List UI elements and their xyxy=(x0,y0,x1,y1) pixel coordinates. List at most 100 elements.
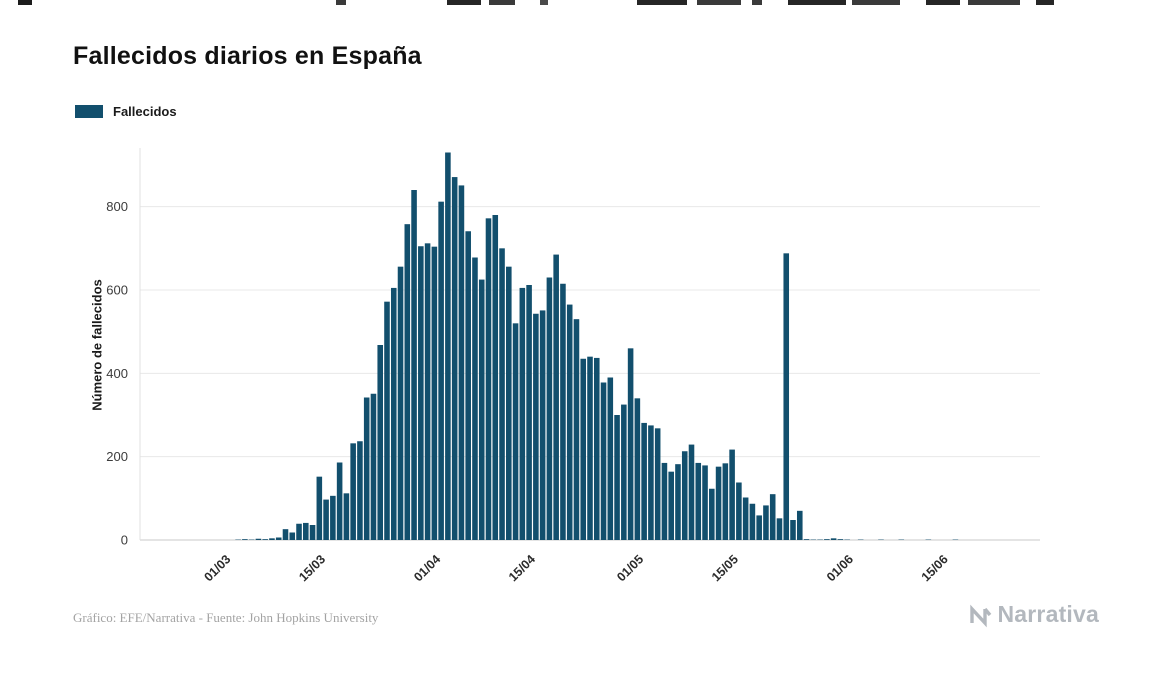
bar[interactable] xyxy=(492,215,499,540)
bar[interactable] xyxy=(390,287,397,540)
chart-title: Fallecidos diarios en España xyxy=(73,42,422,70)
bar[interactable] xyxy=(837,539,844,540)
bar[interactable] xyxy=(445,152,451,541)
bar[interactable] xyxy=(262,539,268,540)
artifact-mark xyxy=(697,0,741,5)
bar[interactable] xyxy=(681,451,688,540)
artifact-mark xyxy=(18,0,32,5)
bar[interactable] xyxy=(675,464,681,540)
bar[interactable] xyxy=(796,510,803,540)
bar[interactable] xyxy=(242,539,248,540)
bar[interactable] xyxy=(533,313,539,540)
bar[interactable] xyxy=(478,279,485,540)
bar[interactable] xyxy=(566,304,573,540)
bar[interactable] xyxy=(830,538,837,540)
bar[interactable] xyxy=(736,482,742,541)
bar[interactable] xyxy=(357,441,363,540)
bar[interactable] xyxy=(330,495,336,540)
bar[interactable] xyxy=(384,301,390,540)
bar[interactable] xyxy=(756,515,762,540)
bar[interactable] xyxy=(323,499,329,540)
bar[interactable] xyxy=(742,497,749,541)
bar[interactable] xyxy=(824,539,830,540)
bar[interactable] xyxy=(458,185,465,541)
bar[interactable] xyxy=(343,493,350,540)
bar[interactable] xyxy=(634,398,641,540)
bar[interactable] xyxy=(512,323,519,540)
x-tick-label: 15/05 xyxy=(709,552,741,584)
bar[interactable] xyxy=(641,422,647,540)
bar[interactable] xyxy=(573,319,580,540)
bar[interactable] xyxy=(316,476,323,540)
bar[interactable] xyxy=(702,465,708,540)
x-tick-label: 15/04 xyxy=(506,552,538,584)
bar[interactable] xyxy=(648,425,654,540)
bar[interactable] xyxy=(539,310,546,540)
bar[interactable] xyxy=(506,266,512,540)
bar[interactable] xyxy=(526,285,532,540)
bar[interactable] xyxy=(309,525,316,540)
bar[interactable] xyxy=(715,466,722,540)
bar[interactable] xyxy=(255,538,262,540)
bar[interactable] xyxy=(790,520,796,540)
bar[interactable] xyxy=(336,462,343,541)
bar[interactable] xyxy=(282,529,289,540)
bar[interactable] xyxy=(593,357,600,540)
bar[interactable] xyxy=(614,415,620,540)
bar[interactable] xyxy=(661,462,668,540)
bar[interactable] xyxy=(587,356,593,540)
bar[interactable] xyxy=(769,494,776,540)
bar[interactable] xyxy=(363,397,370,541)
bar[interactable] xyxy=(553,254,559,540)
artifact-mark xyxy=(637,0,687,5)
bar[interactable] xyxy=(451,177,458,540)
bar[interactable] xyxy=(370,393,377,540)
artifact-mark xyxy=(336,0,346,5)
bar[interactable] xyxy=(621,404,627,540)
bar[interactable] xyxy=(695,462,702,540)
bar[interactable] xyxy=(654,428,661,540)
bar[interactable] xyxy=(465,231,471,540)
bar[interactable] xyxy=(275,537,282,541)
bar[interactable] xyxy=(438,201,444,541)
bar[interactable] xyxy=(580,358,587,540)
bar[interactable] xyxy=(350,443,356,540)
bar[interactable] xyxy=(668,471,674,540)
bar[interactable] xyxy=(418,246,424,540)
bar[interactable] xyxy=(763,505,769,540)
bar[interactable] xyxy=(289,532,296,541)
bar[interactable] xyxy=(607,377,614,541)
legend-swatch xyxy=(75,105,103,118)
bar[interactable] xyxy=(627,348,634,540)
bar[interactable] xyxy=(519,287,526,540)
x-tick-label: 01/03 xyxy=(201,552,233,584)
bar[interactable] xyxy=(803,539,810,540)
bar[interactable] xyxy=(269,538,275,540)
bar[interactable] xyxy=(722,463,729,540)
bar[interactable] xyxy=(296,523,302,540)
bar[interactable] xyxy=(397,266,404,540)
bar[interactable] xyxy=(776,518,783,540)
bar[interactable] xyxy=(749,503,756,540)
x-tick-label: 01/04 xyxy=(411,552,443,584)
bar[interactable] xyxy=(560,283,566,540)
bar[interactable] xyxy=(709,488,715,540)
y-tick-label: 800 xyxy=(106,199,128,214)
bar[interactable] xyxy=(377,345,384,540)
bar[interactable] xyxy=(499,248,505,540)
bar[interactable] xyxy=(729,449,735,540)
bar[interactable] xyxy=(303,522,309,540)
bar[interactable] xyxy=(431,246,438,541)
bar[interactable] xyxy=(472,257,478,541)
bar[interactable] xyxy=(600,382,607,541)
legend-item-fallecidos[interactable]: Fallecidos xyxy=(75,104,177,119)
bar[interactable] xyxy=(688,444,695,540)
bar[interactable] xyxy=(485,218,492,540)
bar[interactable] xyxy=(404,224,411,541)
bar[interactable] xyxy=(783,253,790,540)
bar[interactable] xyxy=(411,190,417,540)
artifact-mark xyxy=(1036,0,1054,5)
bar[interactable] xyxy=(424,243,431,540)
bar[interactable] xyxy=(546,277,553,541)
